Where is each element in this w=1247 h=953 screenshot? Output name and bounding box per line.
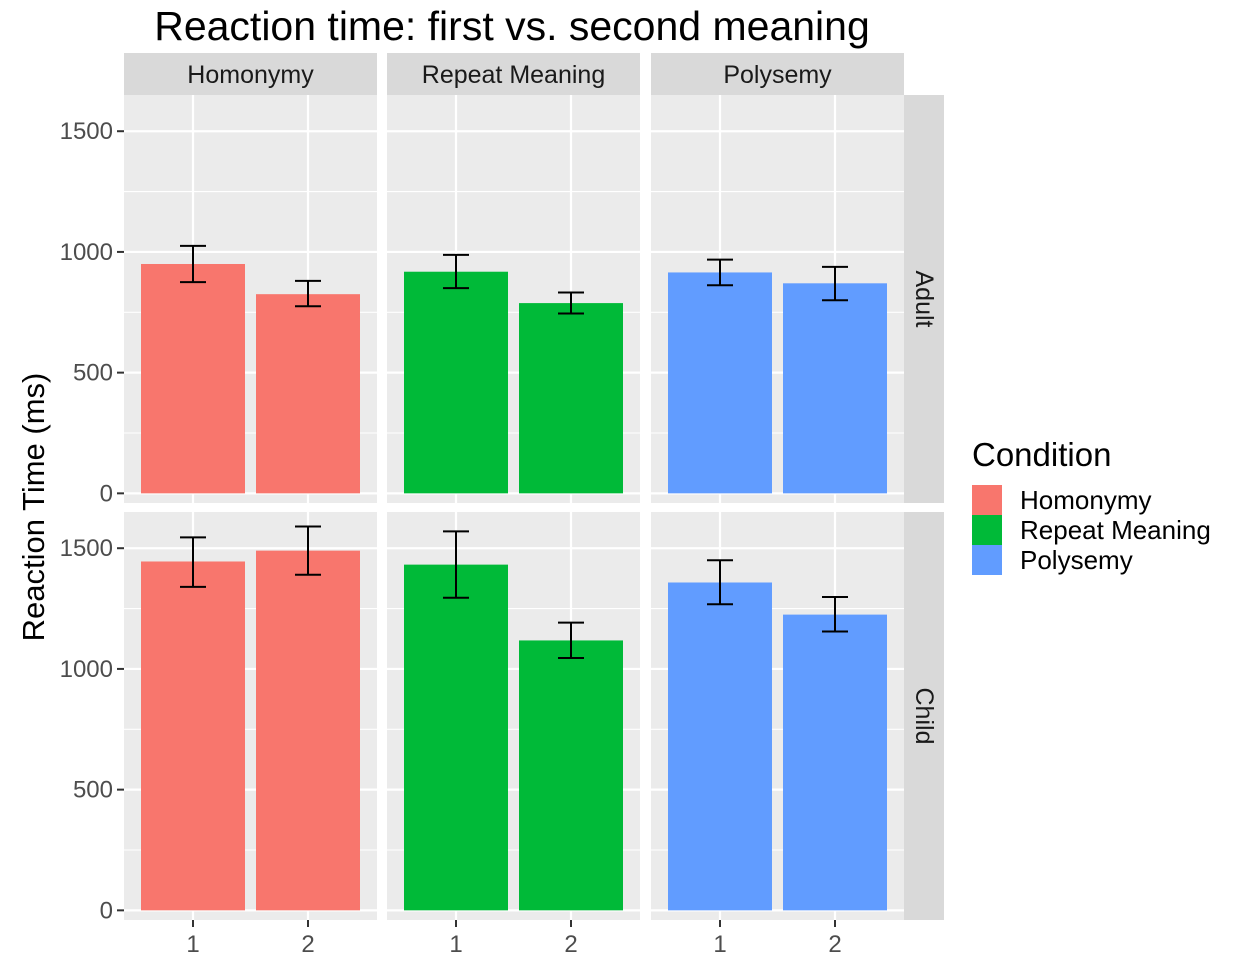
x-tick-label: 1 [186,931,199,953]
chart-title: Reaction time: first vs. second meaning [154,3,870,49]
x-tick-label: 2 [564,931,577,953]
strip-label-repeat-meaning: Repeat Meaning [422,61,605,89]
strip-adult [904,95,944,503]
strip-label-homonymy: Homonymy [187,61,314,89]
bar-adult-polysemy-1 [668,272,772,494]
bar-child-homonymy-2 [256,550,360,911]
y-axis-title: Reaction Time (ms) [16,373,51,642]
error-bar-child-polysemy-2 [822,595,848,633]
bar-child-repeat-meaning-1 [404,564,508,911]
bar-child-polysemy-1 [668,582,772,911]
strip-child [904,512,944,920]
facet-grid: Homonymy Repeat Meaning Polysemy Adult Child… [60,53,944,953]
bar-child-homonymy-1 [141,561,245,911]
error-bar-child-repeat-meaning-2 [558,621,584,660]
legend-swatch-repeat-meaning [972,515,1002,545]
strip-repeat-meaning [387,53,640,95]
y-tick-label: 1000 [60,656,113,683]
error-bar-adult-polysemy-1 [707,258,733,287]
strip-label-adult: Adult [910,271,938,328]
strip-label-polysemy: Polysemy [723,61,832,89]
y-tick-label: 1500 [60,535,113,562]
bar-adult-repeat-meaning-1 [404,271,508,494]
bar-adult-repeat-meaning-2 [519,303,623,494]
strip-polysemy [651,53,904,95]
error-bar-child-homonymy-2 [295,525,321,576]
y-tick-label: 1000 [60,239,113,266]
legend-title: Condition [972,436,1111,473]
x-tick-label: 1 [713,931,726,953]
strip-homonymy [124,53,377,95]
error-bar-adult-homonymy-2 [295,279,321,308]
error-bar-child-repeat-meaning-1 [443,530,469,599]
legend-swatch-homonymy [972,485,1002,515]
y-tick-label: 500 [73,777,113,804]
error-bar-adult-repeat-meaning-1 [443,253,469,290]
legend-label-homonymy: Homonymy [1020,485,1151,515]
bar-adult-polysemy-2 [783,283,887,494]
y-tick-label: 0 [100,480,113,507]
x-tick-label: 1 [449,931,462,953]
legend-swatch-polysemy [972,545,1002,575]
error-bar-adult-homonymy-1 [180,244,206,284]
y-tick-label: 0 [100,897,113,924]
error-bar-adult-repeat-meaning-2 [558,291,584,315]
bar-adult-homonymy-2 [256,294,360,494]
bar-child-polysemy-2 [783,614,887,911]
x-tick-label: 2 [828,931,841,953]
strip-label-child: Child [910,688,938,745]
y-tick-label: 1500 [60,118,113,145]
bar-child-repeat-meaning-2 [519,640,623,911]
error-bar-adult-polysemy-2 [822,265,848,302]
x-tick-label: 2 [301,931,314,953]
bar-adult-homonymy-1 [141,263,245,494]
legend-label-polysemy: Polysemy [1020,545,1133,575]
error-bar-child-homonymy-1 [180,536,206,588]
y-tick-label: 500 [73,360,113,387]
error-bar-child-polysemy-1 [707,559,733,606]
legend-label-repeat-meaning: Repeat Meaning [1020,515,1211,545]
